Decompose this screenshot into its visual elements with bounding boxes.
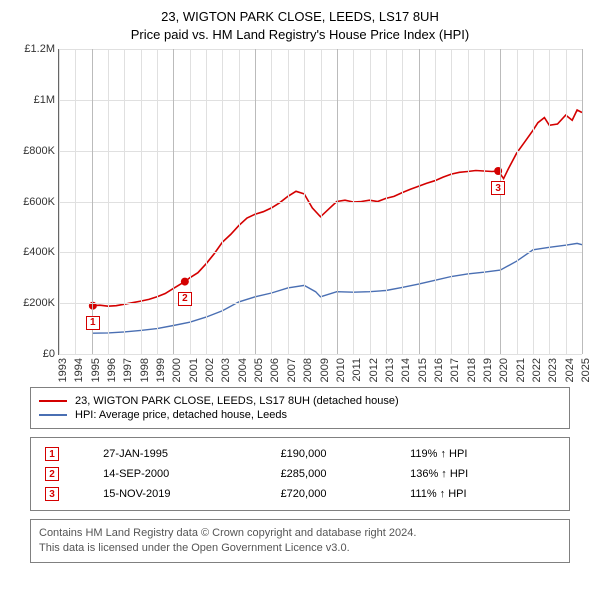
sale-marker-3: 3 bbox=[45, 487, 59, 501]
x-axis-label: 2016 bbox=[433, 358, 445, 382]
x-axis-label: 2005 bbox=[253, 358, 265, 382]
y-axis-label: £1M bbox=[34, 94, 55, 106]
sale-price: £720,000 bbox=[275, 484, 405, 504]
footer: Contains HM Land Registry data © Crown c… bbox=[30, 519, 570, 563]
x-axis-label: 2000 bbox=[171, 358, 183, 382]
x-axis-label: 2018 bbox=[466, 358, 478, 382]
sale-date: 15-NOV-2019 bbox=[97, 484, 274, 504]
sale-date: 27-JAN-1995 bbox=[97, 444, 274, 464]
y-axis-label: £200K bbox=[23, 297, 55, 309]
sale-marker-2: 2 bbox=[45, 467, 59, 481]
x-axis-label: 2022 bbox=[531, 358, 543, 382]
sale-date: 14-SEP-2000 bbox=[97, 464, 274, 484]
sale-dot-icon bbox=[181, 278, 189, 286]
x-axis-label: 2003 bbox=[220, 358, 232, 382]
sale-pct: 136% ↑ HPI bbox=[404, 464, 561, 484]
y-axis-label: £0 bbox=[43, 348, 55, 360]
x-axis-label: 2025 bbox=[580, 358, 592, 382]
title-line2: Price paid vs. HM Land Registry's House … bbox=[10, 26, 590, 44]
y-axis-label: £600K bbox=[23, 196, 55, 208]
legend: 23, WIGTON PARK CLOSE, LEEDS, LS17 8UH (… bbox=[30, 387, 570, 429]
x-axis-label: 2017 bbox=[449, 358, 461, 382]
x-axis-label: 2011 bbox=[351, 358, 363, 382]
x-axis-label: 1998 bbox=[139, 358, 151, 382]
sale-marker-box: 1 bbox=[86, 316, 100, 330]
y-axis-label: £1.2M bbox=[24, 43, 55, 55]
x-axis-label: 2007 bbox=[286, 358, 298, 382]
x-axis-label: 2023 bbox=[547, 358, 559, 382]
x-axis-label: 2020 bbox=[498, 358, 510, 382]
x-axis-label: 2009 bbox=[319, 358, 331, 382]
sale-price: £190,000 bbox=[275, 444, 405, 464]
x-axis-label: 1995 bbox=[90, 358, 102, 382]
plot-area: £0£200K£400K£600K£800K£1M£1.2M1993199419… bbox=[58, 49, 582, 355]
sale-pct: 111% ↑ HPI bbox=[404, 484, 561, 504]
x-axis-label: 1993 bbox=[57, 358, 69, 382]
chart-container: 23, WIGTON PARK CLOSE, LEEDS, LS17 8UH P… bbox=[0, 0, 600, 590]
legend-swatch bbox=[39, 400, 67, 402]
table-row: 2 14-SEP-2000 £285,000 136% ↑ HPI bbox=[39, 464, 561, 484]
legend-swatch bbox=[39, 414, 67, 416]
x-axis-label: 1997 bbox=[122, 358, 134, 382]
legend-item: 23, WIGTON PARK CLOSE, LEEDS, LS17 8UH (… bbox=[39, 394, 561, 408]
title-line1: 23, WIGTON PARK CLOSE, LEEDS, LS17 8UH bbox=[10, 8, 590, 26]
footer-line2: This data is licensed under the Open Gov… bbox=[39, 541, 561, 556]
x-axis-label: 2014 bbox=[400, 358, 412, 382]
legend-item: HPI: Average price, detached house, Leed… bbox=[39, 408, 561, 422]
x-axis-label: 2010 bbox=[335, 358, 347, 382]
sale-marker-box: 3 bbox=[491, 181, 505, 195]
x-axis-label: 1996 bbox=[106, 358, 118, 382]
legend-label: 23, WIGTON PARK CLOSE, LEEDS, LS17 8UH (… bbox=[75, 395, 399, 407]
legend-label: HPI: Average price, detached house, Leed… bbox=[75, 409, 287, 421]
y-axis-label: £800K bbox=[23, 145, 55, 157]
footer-line1: Contains HM Land Registry data © Crown c… bbox=[39, 526, 561, 541]
x-axis-label: 2012 bbox=[368, 358, 380, 382]
x-axis-label: 2006 bbox=[269, 358, 281, 382]
x-axis-label: 1994 bbox=[73, 358, 85, 382]
table-row: 3 15-NOV-2019 £720,000 111% ↑ HPI bbox=[39, 484, 561, 504]
x-axis-label: 2001 bbox=[188, 358, 200, 382]
x-axis-label: 2004 bbox=[237, 358, 249, 382]
x-axis-label: 2015 bbox=[417, 358, 429, 382]
sale-marker-box: 2 bbox=[178, 292, 192, 306]
sale-price: £285,000 bbox=[275, 464, 405, 484]
sales-table: 1 27-JAN-1995 £190,000 119% ↑ HPI 2 14-S… bbox=[30, 437, 570, 511]
table-row: 1 27-JAN-1995 £190,000 119% ↑ HPI bbox=[39, 444, 561, 464]
x-axis-label: 2002 bbox=[204, 358, 216, 382]
title-block: 23, WIGTON PARK CLOSE, LEEDS, LS17 8UH P… bbox=[10, 8, 590, 43]
sale-marker-1: 1 bbox=[45, 447, 59, 461]
x-axis-label: 2013 bbox=[384, 358, 396, 382]
x-axis-label: 2024 bbox=[564, 358, 576, 382]
sale-pct: 119% ↑ HPI bbox=[404, 444, 561, 464]
x-axis-label: 2021 bbox=[515, 358, 527, 382]
y-axis-label: £400K bbox=[23, 246, 55, 258]
x-axis-label: 2008 bbox=[302, 358, 314, 382]
x-axis-label: 2019 bbox=[482, 358, 494, 382]
chart: £0£200K£400K£600K£800K£1M£1.2M1993199419… bbox=[58, 49, 582, 379]
x-axis-label: 1999 bbox=[155, 358, 167, 382]
